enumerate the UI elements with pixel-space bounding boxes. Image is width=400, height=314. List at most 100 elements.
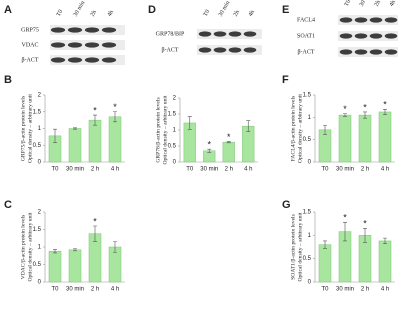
- bar: [68, 128, 82, 163]
- band: [50, 27, 66, 33]
- bar: [68, 249, 82, 283]
- bar: [378, 240, 392, 283]
- blot-row-label: FACL4: [297, 17, 315, 23]
- blot-row-label: SOAT1: [297, 33, 315, 39]
- y-tick-label: 0.5: [33, 143, 42, 149]
- x-tick-label: 2 h: [91, 287, 99, 293]
- band: [67, 27, 83, 33]
- error-bar: [187, 116, 192, 130]
- band: [369, 49, 383, 55]
- x-tick-label: T0: [51, 287, 59, 293]
- x-tick-label: 4 h: [381, 287, 389, 293]
- panel-letter: B: [4, 74, 12, 86]
- y-axis-label: Optical density – arbitrary unit: [27, 212, 33, 281]
- blot-row-label: β-ACT: [161, 47, 178, 53]
- y-tick-label: 1.5: [33, 109, 42, 115]
- y-axis-label: Optical density – arbitrary unit: [297, 94, 303, 163]
- y-tick-label: 0.5: [303, 137, 312, 143]
- x-tick-label: 4 h: [244, 167, 252, 173]
- blot-strip: [338, 15, 398, 25]
- error-bar: [343, 113, 347, 117]
- lane-label: T0: [56, 9, 65, 18]
- y-tick-label: 0.5: [168, 144, 177, 150]
- band: [101, 27, 117, 33]
- y-tick-label: 1: [308, 115, 312, 121]
- panel-letter: D: [148, 4, 156, 16]
- y-tick-label: 1: [38, 126, 42, 132]
- y-tick-label: 1.5: [168, 112, 177, 118]
- blot-row-label: GRP75: [21, 27, 39, 33]
- error-bar: [363, 228, 367, 243]
- error-bar: [383, 108, 387, 115]
- y-axis-label: GRP75/β-actin protein levels: [20, 96, 26, 161]
- error-bar: [53, 249, 57, 254]
- y-axis-label: VDAC/β-actin protein levels: [20, 215, 26, 280]
- y-tick-label: 2: [38, 210, 42, 216]
- panel-letter: A: [4, 4, 12, 16]
- bar: [48, 250, 62, 283]
- lane-label: 30 min: [218, 0, 232, 18]
- error-bar: [323, 240, 327, 249]
- band: [213, 47, 227, 53]
- panel-letter: G: [282, 199, 291, 211]
- x-tick-label: T0: [321, 287, 329, 293]
- y-tick-label: 1: [173, 128, 177, 134]
- lane-label: T0: [203, 9, 212, 18]
- y-tick-label: 2: [38, 93, 42, 99]
- y-tick-label: 1.5: [303, 93, 312, 99]
- band: [84, 42, 100, 48]
- blot-row-label: VDAC: [21, 42, 38, 48]
- x-tick-label: T0: [51, 167, 59, 173]
- significance-mark: *: [93, 105, 97, 115]
- band: [369, 17, 383, 23]
- y-tick-label: 0.5: [303, 256, 312, 262]
- bar: [88, 119, 102, 163]
- band: [67, 42, 83, 48]
- y-tick-label: 0.5: [33, 262, 42, 268]
- band: [50, 42, 66, 48]
- blot-row-label: β-ACT: [21, 57, 38, 63]
- x-tick-label: T0: [321, 167, 329, 173]
- lane-label: 4h: [248, 9, 256, 17]
- error-bar: [73, 127, 77, 130]
- y-axis-label: SOAT1/β-actin protein levels: [290, 214, 296, 280]
- significance-mark: *: [383, 100, 387, 110]
- band: [198, 47, 212, 53]
- error-bar: [226, 141, 231, 144]
- blot-strip: [338, 31, 398, 41]
- error-bar: [323, 125, 327, 135]
- blot-row-label: β-ACT: [297, 49, 314, 55]
- band: [101, 42, 117, 48]
- significance-mark: *: [227, 132, 231, 142]
- band: [354, 33, 368, 39]
- band: [384, 49, 398, 55]
- significance-mark: *: [93, 216, 97, 226]
- band: [228, 47, 242, 53]
- band: [84, 27, 100, 33]
- significance-mark: *: [363, 219, 367, 229]
- band: [384, 33, 398, 39]
- blot-strip: [338, 47, 398, 57]
- panel-letter: E: [282, 4, 289, 16]
- x-tick-label: 2 h: [91, 167, 99, 173]
- error-bar: [343, 221, 347, 242]
- error-bar: [363, 111, 367, 119]
- band: [243, 47, 257, 53]
- significance-mark: *: [363, 102, 367, 112]
- bar: [318, 244, 332, 283]
- y-axis-label: FACL4/β-actin protein levels: [290, 96, 296, 162]
- x-tick-label: 30 min: [336, 167, 354, 173]
- panel-letter: C: [4, 199, 12, 211]
- error-bar: [93, 225, 97, 242]
- band: [101, 57, 117, 63]
- significance-mark: *: [207, 140, 211, 150]
- y-tick-label: 1: [38, 245, 42, 251]
- error-bar: [383, 237, 387, 245]
- y-tick-label: 0: [38, 280, 42, 286]
- error-bar: [73, 248, 77, 252]
- x-tick-label: 30 min: [66, 167, 84, 173]
- error-bar: [113, 241, 117, 253]
- bar: [108, 116, 122, 163]
- x-tick-label: 4 h: [381, 167, 389, 173]
